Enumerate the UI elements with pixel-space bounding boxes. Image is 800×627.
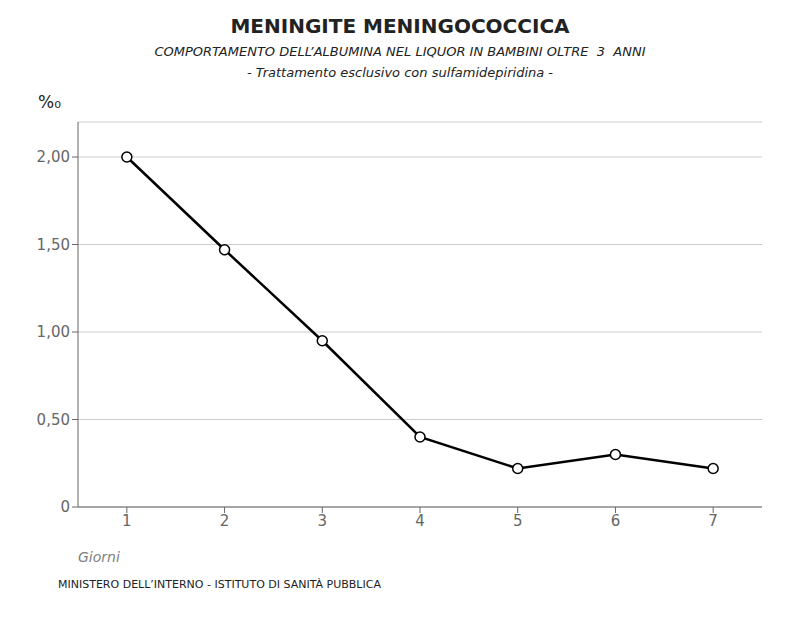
svg-text:3: 3: [318, 512, 328, 530]
svg-text:5: 5: [513, 512, 523, 530]
svg-text:2,00: 2,00: [37, 148, 70, 166]
svg-text:1: 1: [122, 512, 132, 530]
html-text:%₀: %₀: [38, 92, 61, 112]
svg-text:7: 7: [708, 512, 718, 530]
html-text:- Trattamento esclusivo con su: - Trattamento esclusivo con sulfamidepir…: [246, 65, 554, 80]
svg-text:6: 6: [611, 512, 621, 530]
svg-text:2: 2: [220, 512, 230, 530]
html-text:MINISTERO DELL’INTERNO - ISTIT: MINISTERO DELL’INTERNO - ISTITUTO DI SAN…: [58, 578, 381, 591]
svg-text:0,50: 0,50: [37, 411, 70, 429]
svg-text:Giorni: Giorni: [78, 549, 120, 565]
html-text:MENINGITE MENINGOCOCCICA: MENINGITE MENINGOCOCCICA: [230, 14, 570, 38]
html-text:COMPORTAMENTO DELL’ALBUMINA NE: COMPORTAMENTO DELL’ALBUMINA NEL LIQUOR I…: [154, 44, 646, 59]
svg-text:1,50: 1,50: [37, 236, 70, 254]
svg-text:0: 0: [60, 498, 70, 516]
svg-text:4: 4: [415, 512, 425, 530]
svg-text:1,00: 1,00: [37, 323, 70, 341]
